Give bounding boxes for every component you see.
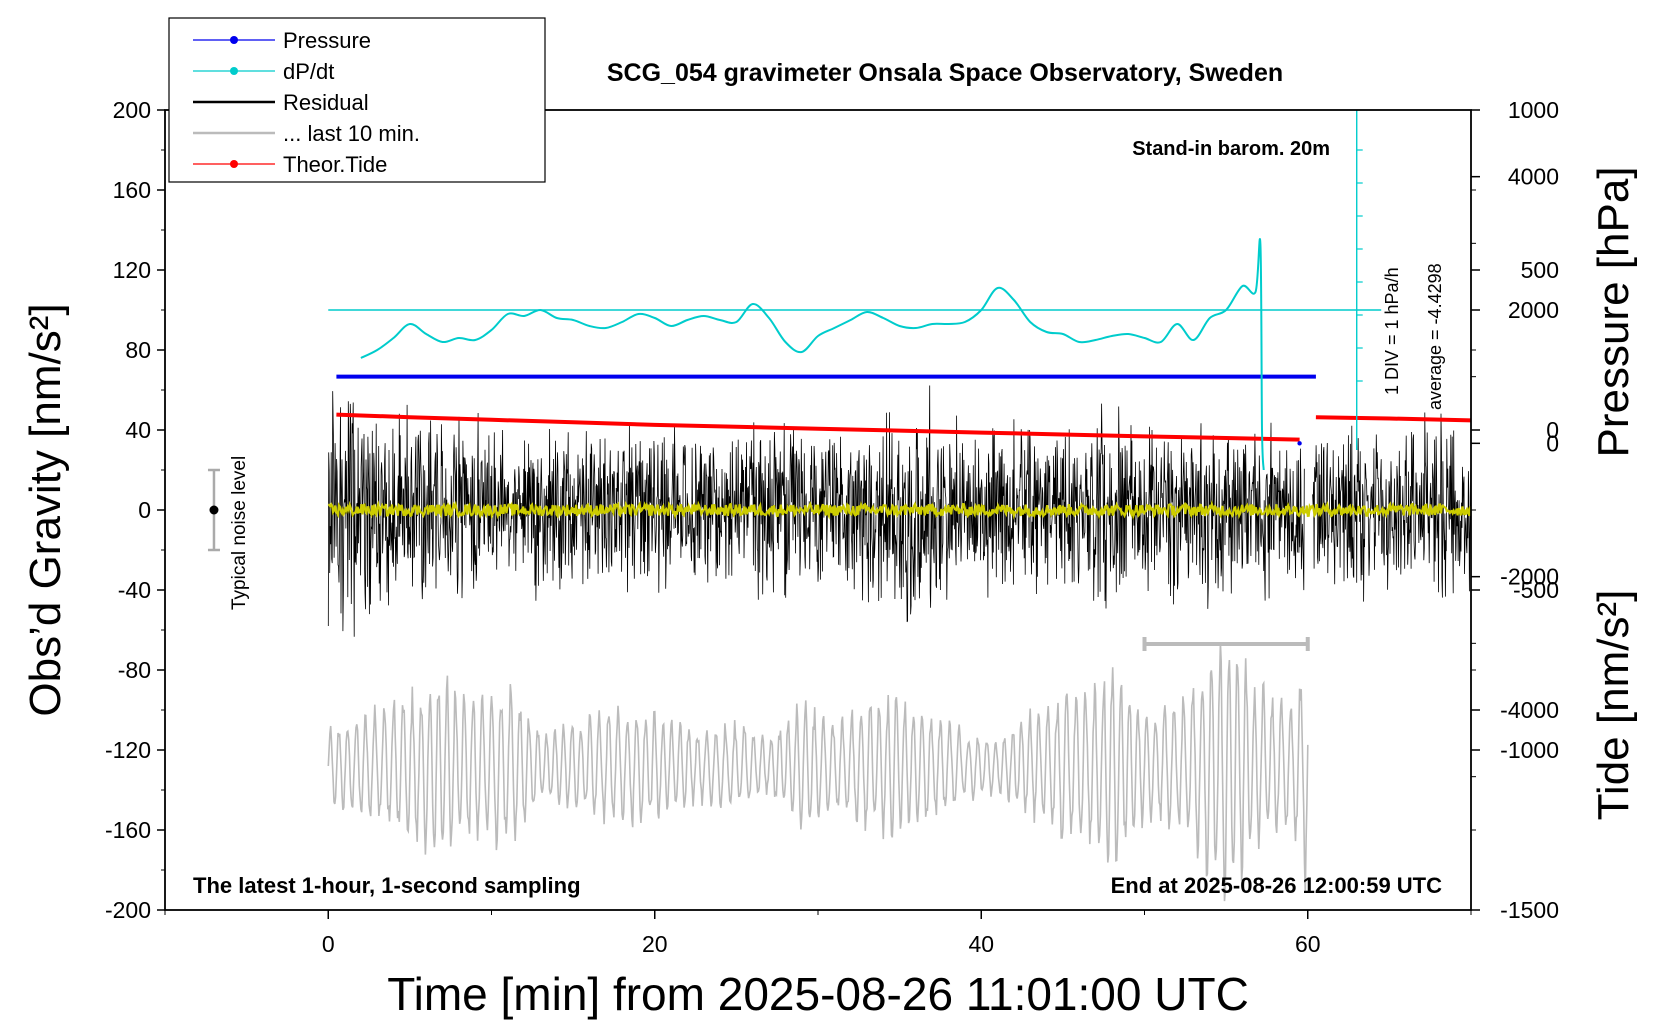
legend-swatch-dot	[230, 36, 238, 44]
y-tick-label: 40	[125, 417, 151, 443]
y-tick-label: 160	[113, 177, 151, 203]
tide-tick-label: -1000	[1500, 737, 1559, 763]
legend-box	[168, 17, 546, 183]
series-residual-smoothed	[327, 499, 1472, 521]
series-theor-tide	[336, 412, 1472, 442]
pressure-outlier-point	[1297, 441, 1302, 446]
pressure-tick-label: 4000	[1508, 164, 1559, 190]
x-tick-label: 40	[968, 931, 994, 957]
x-tick-label: 20	[642, 931, 668, 957]
legend-entry: Residual	[193, 90, 369, 115]
y-tick-label: 120	[113, 257, 151, 283]
series-dpdt	[328, 110, 1382, 471]
chart-title: SCG_054 gravimeter Onsala Space Observat…	[607, 59, 1283, 87]
y-tick-label: -160	[105, 817, 151, 843]
legend-label: Theor.Tide	[283, 152, 387, 177]
tide-segment-2	[1315, 415, 1472, 423]
annotation-bottom-right: End at 2025-08-26 12:00:59 UTC	[1111, 873, 1442, 898]
y-tick-label: -40	[118, 577, 151, 603]
pressure-tick-label: -4000	[1500, 697, 1559, 723]
x-tick-label: 0	[322, 931, 335, 957]
tide-segment-1	[336, 412, 1300, 442]
legend-label: dP/dt	[283, 59, 334, 84]
tide-tick-label: 0	[1546, 417, 1559, 443]
noise-label: Typical noise level	[229, 456, 250, 610]
y-tick-label: -80	[118, 657, 151, 683]
average-label: average = -4.4298	[1425, 263, 1445, 410]
noise-bar	[207, 468, 220, 552]
y-axis-label-left: Obs’d Gravity [nm/s²]	[21, 303, 70, 716]
legend-label: Pressure	[283, 28, 371, 53]
legend-label: Residual	[283, 90, 369, 115]
legend-swatch-dot	[230, 67, 238, 75]
legend: Pressure dP/dt Residual ... last 10 min. The…	[168, 17, 546, 183]
y-tick-label: -200	[105, 897, 151, 923]
legend-swatch-dot	[230, 160, 238, 168]
noise-bar-dot	[209, 505, 219, 515]
series-last-10-min	[327, 642, 1309, 902]
y-tick-label: 200	[113, 97, 151, 123]
div-label: 1 DIV = 1 hPa/h	[1382, 267, 1402, 395]
legend-label: ... last 10 min.	[283, 121, 420, 146]
pressure-tick-label: 0	[1546, 430, 1559, 456]
legend-entry: Pressure	[193, 28, 371, 53]
legend-entry: Theor.Tide	[193, 152, 387, 177]
annotation-barometer: Stand-in barom. 20m	[1132, 138, 1330, 160]
pressure-tick-label: 2000	[1508, 297, 1559, 323]
tide-tick-label: -500	[1513, 577, 1559, 603]
y-tick-label: 0	[138, 497, 151, 523]
annotation-bottom-left: The latest 1-hour, 1-second sampling	[193, 873, 581, 898]
tide-tick-label: -1500	[1500, 897, 1559, 923]
last10-window-bar	[1142, 637, 1310, 651]
dpdt-curve	[360, 238, 1265, 471]
legend-entries: Pressure dP/dt Residual ... last 10 min. The…	[193, 28, 420, 177]
x-tick-label: 60	[1295, 931, 1321, 957]
y-tick-label: -120	[105, 737, 151, 763]
series-layer	[207, 110, 1472, 902]
tide-tick-label: 500	[1521, 257, 1559, 283]
pressure-tick-label: -2000	[1500, 564, 1559, 590]
y-tick-label: 80	[125, 337, 151, 363]
legend-entry: dP/dt	[193, 59, 334, 84]
tide-tick-label: 1000	[1508, 97, 1559, 123]
y-axis-label-tide: Tide [nm/s²]	[1589, 590, 1638, 821]
legend-entry: ... last 10 min.	[193, 121, 420, 146]
y-axis-label-pressure: Pressure [hPa]	[1589, 166, 1638, 457]
x-axis-label: Time [min] from 2025-08-26 11:01:00 UTC	[387, 968, 1249, 1020]
